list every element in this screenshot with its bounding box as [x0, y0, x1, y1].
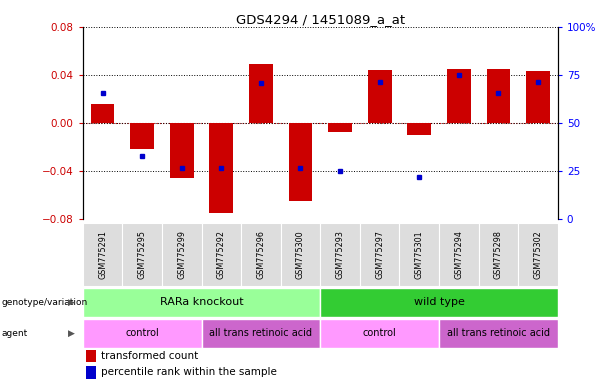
Bar [202, 223, 241, 286]
Bar [289, 123, 313, 201]
Text: wild type: wild type [414, 297, 465, 308]
Text: control: control [125, 328, 159, 338]
Bar [321, 319, 439, 348]
Text: GSM775292: GSM775292 [217, 230, 226, 279]
Text: GSM775298: GSM775298 [494, 230, 503, 279]
Text: GSM775291: GSM775291 [98, 230, 107, 279]
Text: ▶: ▶ [68, 298, 75, 307]
Bar [360, 223, 400, 286]
Bar [162, 223, 202, 286]
Text: RARa knockout: RARa knockout [160, 297, 243, 308]
Bar [210, 123, 233, 213]
Text: all trans retinoic acid: all trans retinoic acid [447, 328, 550, 338]
Text: GSM775299: GSM775299 [177, 230, 186, 279]
Text: agent: agent [1, 329, 28, 338]
Bar [123, 223, 162, 286]
Bar [86, 350, 96, 362]
Text: GSM775302: GSM775302 [533, 230, 543, 279]
Text: GSM775293: GSM775293 [335, 230, 345, 279]
Bar [400, 223, 439, 286]
Bar [202, 319, 321, 348]
Bar [321, 223, 360, 286]
Title: GDS4294 / 1451089_a_at: GDS4294 / 1451089_a_at [236, 13, 405, 26]
Bar [131, 123, 154, 149]
Bar [170, 123, 194, 178]
Text: GSM775296: GSM775296 [256, 230, 265, 279]
Bar [439, 319, 558, 348]
Bar [408, 123, 431, 135]
Bar [518, 223, 558, 286]
Text: GSM775301: GSM775301 [415, 230, 424, 279]
Text: GSM775295: GSM775295 [138, 230, 147, 279]
Bar [479, 223, 518, 286]
Bar [526, 71, 550, 123]
Bar [439, 223, 479, 286]
Bar [328, 123, 352, 132]
Text: GSM775294: GSM775294 [454, 230, 463, 279]
Text: control: control [363, 328, 397, 338]
Bar [447, 69, 471, 123]
Text: percentile rank within the sample: percentile rank within the sample [101, 367, 276, 377]
Bar [83, 319, 202, 348]
Bar [83, 288, 321, 317]
Text: GSM775300: GSM775300 [296, 230, 305, 279]
Bar [83, 223, 123, 286]
Text: ▶: ▶ [68, 329, 75, 338]
Bar [281, 223, 321, 286]
Bar [91, 104, 115, 123]
Bar [86, 366, 96, 379]
Text: all trans retinoic acid: all trans retinoic acid [210, 328, 313, 338]
Bar [487, 69, 510, 123]
Text: GSM775297: GSM775297 [375, 230, 384, 279]
Bar [321, 288, 558, 317]
Text: genotype/variation: genotype/variation [1, 298, 88, 307]
Bar [368, 70, 392, 123]
Bar [249, 64, 273, 123]
Bar [241, 223, 281, 286]
Text: transformed count: transformed count [101, 351, 198, 361]
